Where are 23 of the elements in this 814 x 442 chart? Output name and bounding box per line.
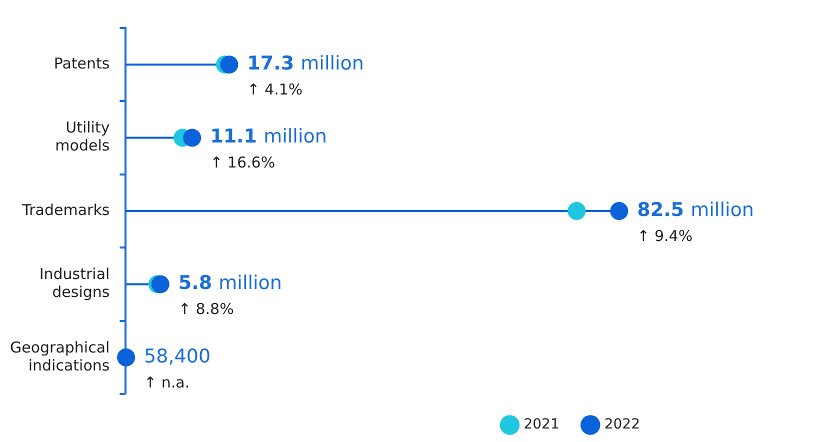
legend-label: 2022 bbox=[604, 416, 640, 433]
point bbox=[568, 202, 586, 220]
y-tick-label: Patents bbox=[54, 54, 110, 72]
data-label: 58,400 bbox=[144, 345, 211, 368]
y-tick-label: Trademarks bbox=[21, 200, 110, 219]
legend-label: 2021 bbox=[524, 416, 560, 433]
annotation: ↑ 16.6% bbox=[210, 154, 276, 172]
y-tick-label: Utility models bbox=[55, 118, 110, 155]
data-label: 82.5 million bbox=[637, 198, 754, 221]
annotation: ↑ 9.4% bbox=[637, 226, 693, 245]
y-tick-label: Geographical indications bbox=[10, 338, 110, 374]
point bbox=[151, 275, 170, 294]
point bbox=[610, 202, 628, 220]
annotation: ↑ 8.8% bbox=[178, 300, 234, 318]
point bbox=[183, 128, 202, 147]
annotation: ↑ n.a. bbox=[144, 373, 190, 392]
annotation: ↑ 4.1% bbox=[247, 80, 303, 98]
data-label: 5.8 million bbox=[178, 272, 282, 294]
point bbox=[117, 348, 136, 366]
data-label: 17.3 million bbox=[247, 52, 364, 75]
point bbox=[220, 56, 238, 74]
data-label: 11.1 million bbox=[210, 126, 327, 148]
y-tick-label: Industrial designs bbox=[39, 265, 110, 302]
